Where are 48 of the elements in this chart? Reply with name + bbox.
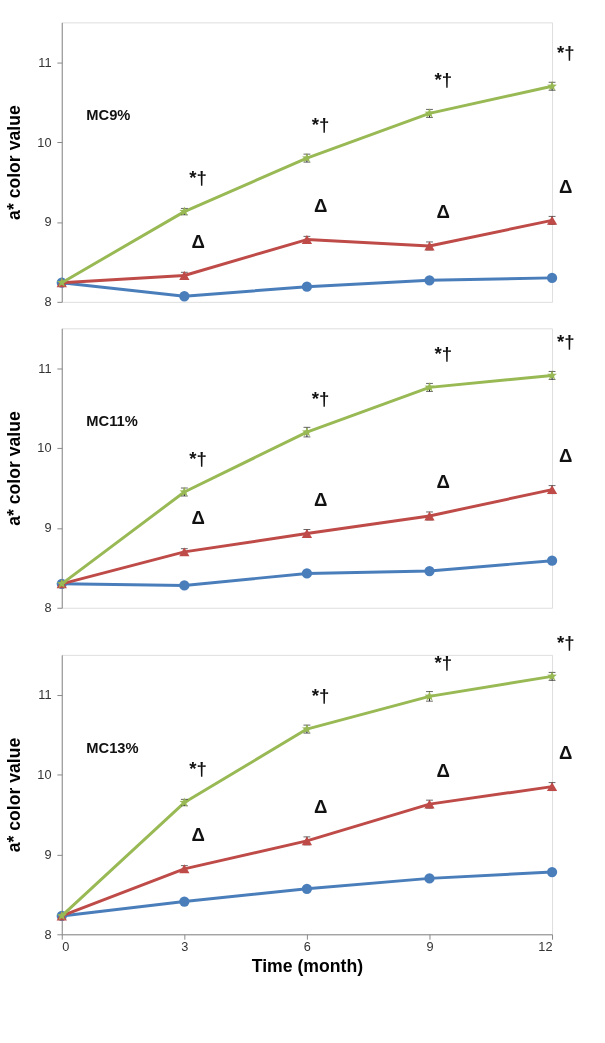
annotation: MC9% [86,107,131,124]
annotation: *† [434,68,453,90]
x-tick-label: 9 [426,939,434,955]
x-axis-title: Time (month) [251,956,364,977]
annotation: *† [311,113,330,135]
y-tick-label: 11 [38,360,52,376]
annotation: *† [556,41,575,63]
y-tick-label: 11 [38,54,52,70]
x-tick-label: 0 [62,939,70,955]
annotation: *† [311,684,330,706]
annotation: *† [434,651,453,673]
y-tick-label: 10 [37,767,52,783]
y-axis-title: a* color value [3,105,24,220]
annotation: *† [556,330,575,352]
annotation: Δ [559,742,573,764]
y-axis-title: a* color value [3,737,24,853]
y-tick-label: 8 [44,294,52,310]
annotation: Δ [559,445,573,467]
annotation: Δ [313,195,328,217]
annotation: Δ [313,796,328,818]
x-tick-label: 12 [538,939,553,955]
annotation: *† [434,342,453,364]
y-tick-label: 9 [44,846,52,862]
x-tick-label: 6 [303,939,311,955]
y-axis-title: a* color value [3,411,24,526]
y-tick-label: 9 [44,214,52,230]
annotation: *† [189,447,207,469]
annotation: Δ [436,201,450,223]
annotation: Δ [191,231,205,253]
y-tick-label: 8 [44,926,52,942]
annotation: *† [556,631,575,653]
y-tick-label: 10 [37,440,52,456]
annotation: Δ [559,175,573,197]
annotation: *† [311,387,330,409]
x-tick-label: 3 [181,939,189,955]
annotation: Δ [436,471,450,493]
annotation: Δ [191,824,205,846]
annotation: *† [189,167,207,189]
y-tick-label: 11 [38,687,52,703]
annotation: Δ [313,489,328,511]
annotation: *† [189,758,207,780]
y-tick-label: 8 [44,600,52,616]
annotation: MC11% [86,413,138,430]
y-tick-label: 9 [44,520,52,536]
annotation: MC13% [86,739,139,756]
annotation: Δ [436,759,450,781]
annotation: Δ [191,507,205,529]
y-tick-label: 10 [37,134,52,150]
